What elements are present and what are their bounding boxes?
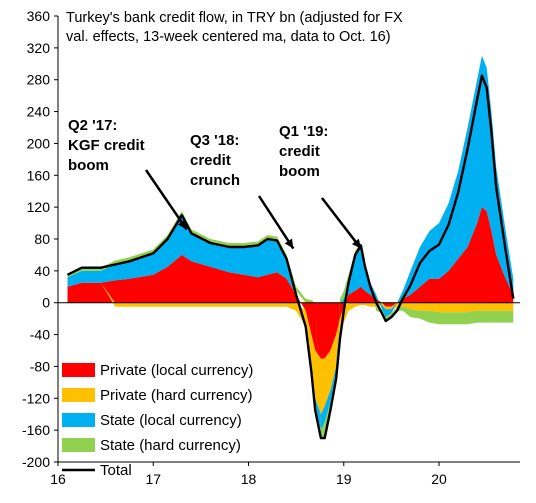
chart-title-line: val. effects, 13-week centered ma, data … (66, 29, 391, 45)
legend-swatch (62, 388, 95, 402)
legend-swatch (62, 413, 95, 427)
annotation-text: boom (279, 163, 320, 180)
tick-labels: 360 320 280 240 200 160 120 80 40 0 -40 -80 -120 -160… (22, 8, 447, 487)
annotation-text: credit (279, 143, 320, 160)
arrow-head (284, 238, 294, 249)
legend-label: Private (local currency) (100, 362, 253, 379)
arrow-head (351, 238, 361, 249)
x-tick-label: 17 (145, 471, 161, 487)
legend-label: Private (hard currency) (100, 387, 253, 404)
y-tick-label: -120 (22, 390, 50, 406)
annotation-text: boom (68, 157, 109, 174)
total-line-group (66, 74, 515, 440)
y-tick-label: 40 (34, 263, 50, 279)
x-tick-label: 18 (241, 471, 257, 487)
area-state-local-currency (67, 55, 514, 431)
y-tick-label: 240 (27, 104, 51, 120)
annotation-text: crunch (190, 172, 240, 189)
legend-label: State (local currency) (100, 412, 242, 429)
y-tick-label: -200 (22, 454, 50, 470)
legend-swatch (62, 363, 95, 377)
y-tick-label: 320 (27, 40, 51, 56)
stacked-areas (67, 55, 514, 439)
x-tick-label: 20 (431, 471, 447, 487)
legend-swatch (62, 438, 95, 452)
y-tick-label: 120 (27, 199, 51, 215)
annotation-text: KGF credit (68, 137, 145, 154)
y-tick-label: 80 (34, 231, 50, 247)
annotation-arrow (257, 195, 295, 250)
y-tick-label: 0 (42, 295, 50, 311)
annotation-text: Q2 '17: (68, 117, 117, 134)
y-tick-label: -40 (30, 327, 50, 343)
arrow-head (177, 219, 187, 230)
y-tick-label: 160 (27, 167, 51, 183)
annotation-text: Q3 '18: (190, 132, 239, 149)
annotation-text: Q1 '19: (279, 123, 328, 140)
legend-label: State (hard currency) (100, 437, 241, 454)
chart-title: Turkey's bank credit flow, in TRY bn (ad… (66, 10, 403, 45)
annotation-text: credit (190, 152, 231, 169)
x-tick-label: 19 (336, 471, 352, 487)
legend: Private (local currency) Private (hard cu… (62, 362, 253, 479)
annotations: Q2 '17: KGF credit boom Q3 '18: credit crunch… (68, 117, 362, 250)
y-tick-label: -160 (22, 422, 50, 438)
x-tick-label: 16 (50, 471, 66, 487)
y-tick-label: 280 (27, 72, 51, 88)
total-line (66, 74, 515, 440)
area-private-local-currency (67, 207, 514, 359)
y-tick-label: 360 (27, 8, 51, 24)
y-tick-label: -80 (30, 358, 50, 374)
y-tick-label: 200 (27, 135, 51, 151)
annotation-arrow (321, 197, 362, 250)
annotation-arrow (144, 169, 188, 231)
chart-title-line: Turkey's bank credit flow, in TRY bn (ad… (66, 10, 403, 26)
legend-label: Total (100, 462, 132, 479)
